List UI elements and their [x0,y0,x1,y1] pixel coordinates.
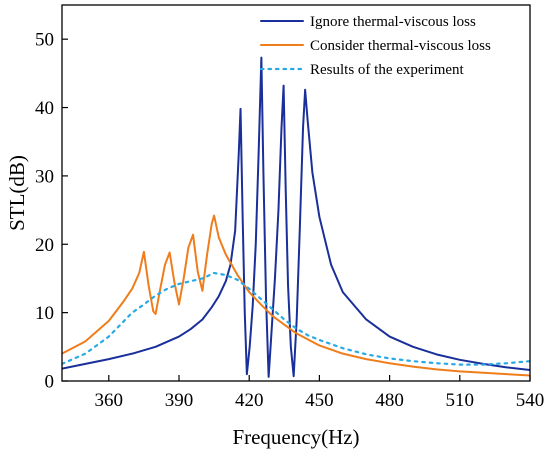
y-axis-title: STL(dB) [5,155,29,231]
plot-frame [61,4,531,382]
x-tick-label: 360 [95,390,124,411]
legend-label-2: Consider thermal-viscous loss [310,38,491,54]
x-tick-label: 510 [446,390,475,411]
y-tick-label: 40 [35,98,54,119]
y-axis-ticks: 0 10 20 30 40 50 [35,30,68,393]
y-tick-label: 0 [45,372,55,393]
y-tick-label: 30 [35,166,54,187]
x-tick-label: 540 [516,390,545,411]
x-axis-title: Frequency(Hz) [232,425,359,449]
series-line-1 [62,56,530,378]
series-line-3 [62,271,530,366]
x-axis-ticks: 360 390 420 450 480 510 540 [95,375,545,411]
series-line-2 [62,214,530,377]
y-tick-label: 10 [35,303,54,324]
legend: Ignore thermal-viscous loss Consider ther… [259,14,491,78]
x-tick-label: 450 [305,390,334,411]
y-tick-label: 20 [35,235,54,256]
y-tick-label: 50 [35,30,54,51]
x-tick-label: 480 [375,390,404,411]
x-tick-label: 420 [235,390,264,411]
series-layer [62,56,530,378]
legend-label-3: Results of the experiment [310,62,465,78]
legend-label-1: Ignore thermal-viscous loss [310,14,476,30]
x-tick-label: 390 [165,390,194,411]
